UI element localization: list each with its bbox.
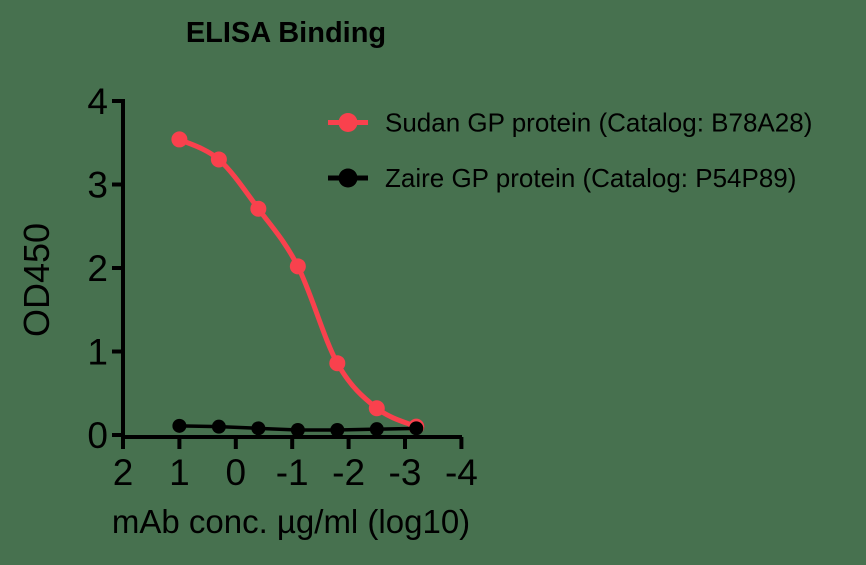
data-point-marker <box>289 258 306 275</box>
legend-dot-icon-sudan <box>338 113 358 132</box>
legend-label-zaire: Zaire GP protein (Catalog: P54P89) <box>385 163 796 193</box>
data-point-marker <box>251 421 266 436</box>
legend-label-sudan: Sudan GP protein (Catalog: B78A28) <box>385 108 812 138</box>
x-tick-label: -4 <box>445 452 478 493</box>
x-axis-label: mAb conc. µg/ml (log10) <box>112 503 470 540</box>
data-point-marker <box>290 422 305 437</box>
x-tick-label: 2 <box>113 452 134 493</box>
y-tick-label: 4 <box>87 81 108 122</box>
data-point-marker <box>250 200 267 217</box>
data-point-marker <box>172 418 187 433</box>
legend-item-sudan: Sudan GP protein (Catalog: B78A28) <box>328 108 812 138</box>
x-tick-label: 0 <box>226 452 247 493</box>
y-axis-label: OD450 <box>16 223 57 337</box>
legend-item-zaire: Zaire GP protein (Catalog: P54P89) <box>328 163 796 193</box>
y-tick-label: 2 <box>87 248 108 289</box>
y-tick-label: 1 <box>87 332 108 373</box>
series-line-0 <box>178 137 418 429</box>
chart-title: ELISA Binding <box>186 17 386 49</box>
y-tick-label: 0 <box>87 415 108 456</box>
data-point-marker <box>369 422 384 437</box>
data-point-marker <box>330 422 345 437</box>
legend-dot-icon-zaire <box>338 168 358 188</box>
data-point-marker <box>211 419 226 434</box>
x-tick-label: -3 <box>389 452 422 493</box>
x-tick-label: -1 <box>276 452 309 493</box>
data-point-marker <box>368 400 385 417</box>
legend: Sudan GP protein (Catalog: B78A28) Zaire… <box>328 108 812 193</box>
data-point-marker <box>409 421 424 436</box>
x-tick-label: 1 <box>169 452 190 493</box>
y-tick-label: 3 <box>87 165 108 206</box>
series-group <box>171 131 425 437</box>
data-point-marker <box>210 151 227 168</box>
data-point-marker <box>171 131 188 148</box>
x-tick-label: -2 <box>332 452 365 493</box>
data-point-marker <box>329 355 346 372</box>
